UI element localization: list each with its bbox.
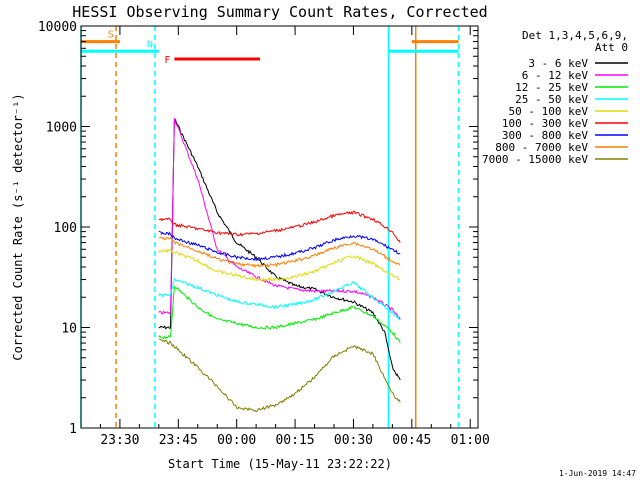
legend-entry-label: 100 - 300 keV [502,117,588,130]
legend-entry-label: 7000 - 15000 keV [482,153,588,166]
x-tick-label: 01:00 [451,433,490,448]
series-line [158,236,401,269]
plot-frame [80,25,479,429]
legend-entry-label: 12 - 25 keV [515,81,588,94]
legend-entry-label: 25 - 50 keV [515,93,588,106]
series-line [158,118,401,320]
series-line [158,230,401,262]
x-tick-label: 00:15 [275,433,314,448]
y-tick-label: 1 [69,422,77,437]
x-tick-label: 00:30 [334,433,373,448]
series-line [158,210,401,243]
y-tick-label: 1000 [46,121,77,136]
y-axis: 1 10 100 1000 10000 [38,20,478,437]
x-tick-label: 23:30 [100,433,139,448]
y-tick-label: 10000 [38,20,77,35]
legend-entry-label: 800 - 7000 keV [495,141,588,154]
y-tick-label: 100 [54,221,77,236]
series-line [158,248,401,282]
series-line [158,118,401,381]
flag-label: F [164,55,170,66]
legend-header-attenuator: Att 0 [595,41,628,54]
x-tick-label: 00:00 [217,433,256,448]
legend-entry-label: 50 - 100 keV [509,105,589,118]
x-tick-label: 23:45 [159,433,198,448]
x-axis-label: Start Time (15-May-11 23:22:22) [168,457,392,471]
flag-label: N [147,39,153,50]
series-line [158,338,401,413]
flag-label: S [108,30,114,41]
legend-entry-label: 6 - 12 keV [522,69,589,82]
x-tick-label: 00:45 [392,433,431,448]
series-line [158,285,401,344]
legend-entry-label: 300 - 800 keV [502,129,588,142]
plot-content: S NF [80,26,460,428]
series-line [158,277,401,321]
x-axis: 23:30 23:45 00:00 00:15 00:30 00:45 01:00 [99,26,490,448]
legend-header-detectors: Det 1,3,4,5,6,9, [522,29,628,42]
legend-entry-label: 3 - 6 keV [528,57,588,70]
chart-title: HESSI Observing Summary Count Rates, Cor… [72,3,487,21]
y-axis-label: Corrected Count Rate (s⁻¹ detector⁻¹) [11,93,25,360]
y-tick-label: 10 [61,322,77,337]
footer-timestamp: 1-Jun-2019 14:47 [559,469,636,478]
